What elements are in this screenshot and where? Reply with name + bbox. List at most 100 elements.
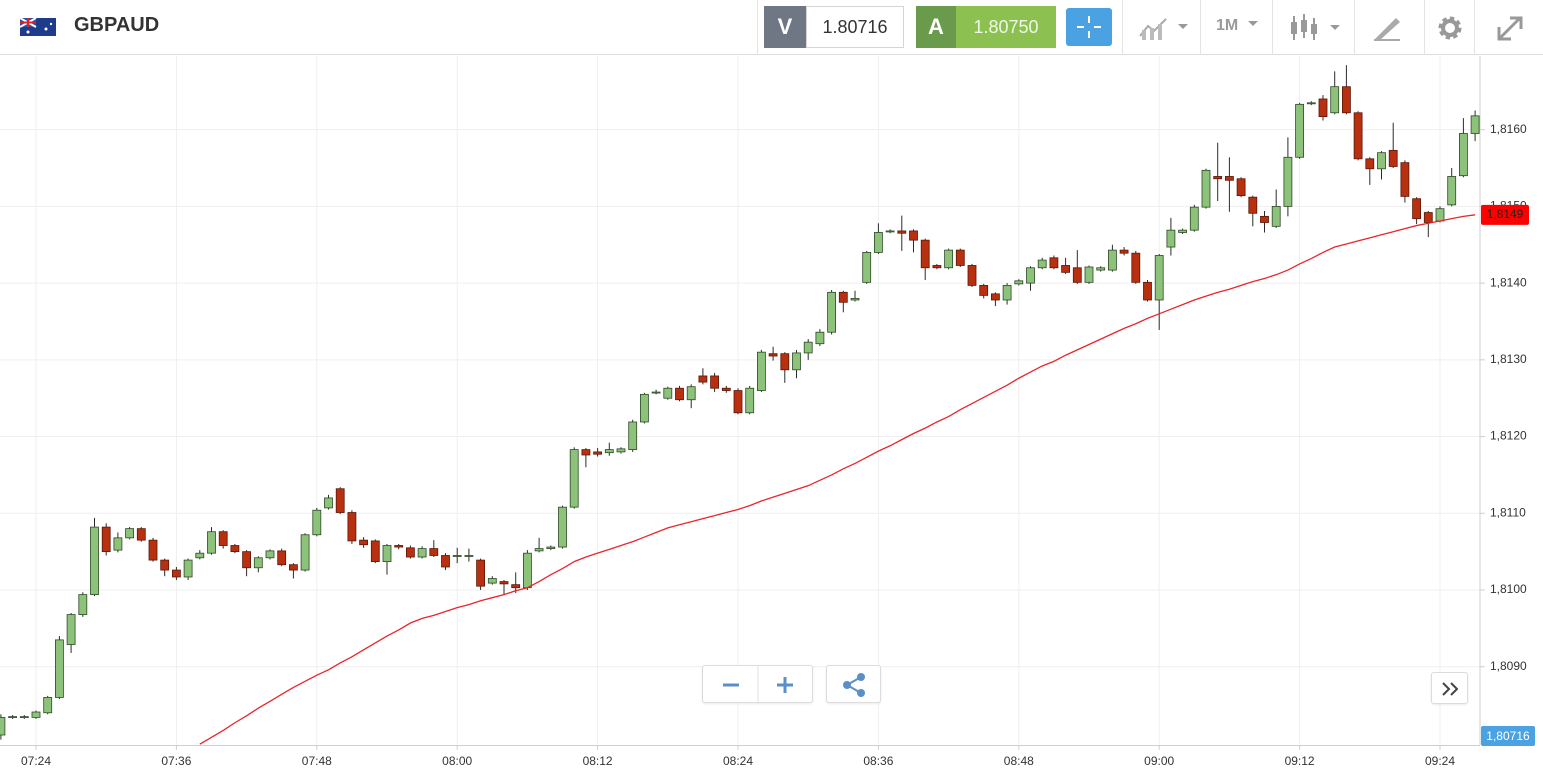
scroll-end-button[interactable] [1431,672,1468,704]
candle-body [663,387,673,399]
candle-body [253,557,263,569]
candle-body [780,353,790,371]
y-tick-label: 1,8130 [1490,352,1527,366]
candle-body [324,497,333,509]
candle-body [230,545,240,553]
candle-body [581,449,591,456]
candle-body [897,230,907,234]
candle-type-button[interactable] [1288,12,1344,44]
candle-body [862,252,872,283]
candle-body [850,298,860,301]
candle-body [651,391,661,394]
zoom-controls [702,665,813,704]
candle-body [499,581,509,585]
x-tick-label: 08:12 [583,754,613,768]
share-button[interactable] [826,665,881,703]
candle-body [1178,229,1187,233]
sell-button[interactable]: V [764,6,806,48]
candle-body [347,512,357,542]
candle-body [1365,158,1375,170]
flag-icon [20,18,56,36]
candle-body [1201,169,1211,208]
candle-body [768,353,778,357]
timeframe-button[interactable]: 1M [1216,17,1239,34]
candle-body [1037,259,1047,269]
dropdown-arrow[interactable] [1246,18,1260,28]
candle-body [417,548,427,558]
candle-body [148,539,158,561]
candle-body [1470,115,1480,134]
candle-body [511,584,521,589]
y-tick-label: 1,8100 [1490,582,1527,596]
candle-body [160,559,170,571]
draw-tool-button[interactable] [1372,14,1402,42]
candle-body [476,559,486,587]
candle-body [1131,252,1141,283]
candle-body [359,539,369,546]
candle-body [55,639,64,698]
x-tick-label: 08:48 [1004,754,1034,768]
candle-body [733,390,743,414]
chart-type-button[interactable] [1138,14,1192,42]
x-tick-label: 09:00 [1144,754,1174,768]
settings-button[interactable] [1435,13,1465,43]
candle-body [1271,205,1281,227]
candle-body [803,341,813,354]
candle-body [452,555,462,557]
candle-body [745,387,755,414]
candle-body [183,559,193,578]
crosshair-button[interactable] [1066,8,1112,46]
buy-price[interactable]: 1.80750 [956,6,1056,48]
x-tick-label: 08:00 [442,754,472,768]
candle-body [523,552,532,589]
candle-body [1108,249,1117,271]
candle-body [1248,196,1258,214]
candle-body [195,552,205,559]
y-tick-label: 1,8140 [1490,275,1527,289]
plot [0,65,1480,745]
candle-body [1154,255,1164,301]
candle-body [171,569,181,578]
candle-body [1459,133,1468,177]
candle-body [991,293,1000,301]
candle-body [43,697,53,714]
candle-body [1002,285,1012,301]
candle-body [1260,215,1269,223]
candle-body [815,331,825,345]
candle-body [1225,176,1234,181]
candle-body [1084,266,1094,283]
y-tick-label: 1,8090 [1490,659,1527,673]
candle-body [827,291,836,333]
moving-average-line [199,214,1476,745]
candle-body [394,545,404,548]
candle-body [113,537,123,551]
candle-body [487,578,497,584]
sell-price[interactable]: 1.80716 [806,6,904,48]
candle-body [604,449,614,454]
candle-body [1061,265,1070,273]
candle-body [1026,267,1035,284]
fullscreen-button[interactable] [1496,14,1526,42]
x-tick-label: 09:12 [1285,754,1315,768]
candle-body [125,528,134,539]
candle-body [838,291,848,303]
candle-body [101,526,111,553]
x-tick-label: 07:36 [161,754,191,768]
candle-body [382,545,392,563]
candle-body [1435,208,1445,222]
buy-button[interactable]: A [916,6,956,48]
x-tick-label: 09:24 [1425,754,1455,768]
zoom-in[interactable] [777,677,793,693]
candle-body [628,421,638,451]
candle-body [1295,103,1304,158]
candle-body [1377,152,1386,170]
candle-body [909,230,918,241]
candle-body [31,711,41,718]
candle-body [534,548,544,552]
candle-body [640,393,649,423]
candle-body [686,386,696,401]
candle-body [979,285,989,296]
candle-body [1400,162,1410,197]
candle-body [312,509,322,536]
candle-body [698,375,708,383]
